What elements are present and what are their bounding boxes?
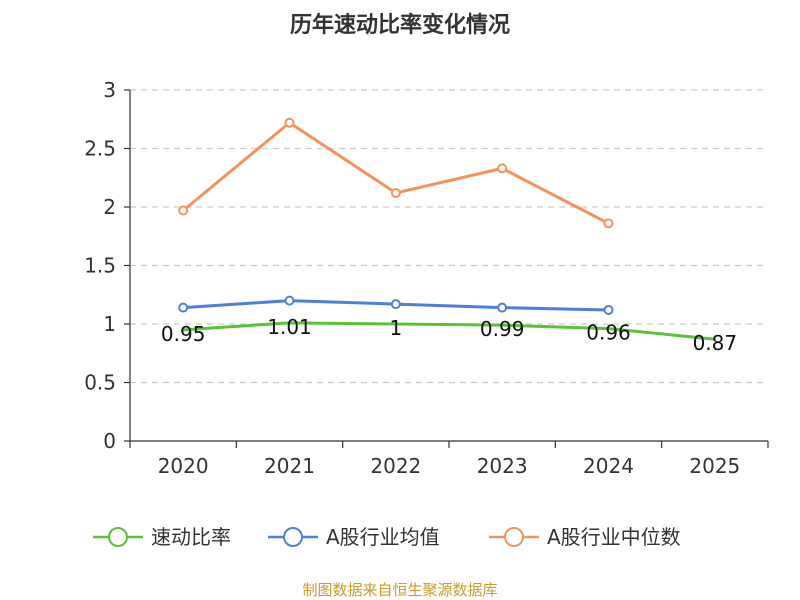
data-labels: 0.95 1.01 1 0.99 0.96 0.87 xyxy=(161,315,737,355)
data-label: 0.87 xyxy=(693,331,738,355)
data-point[interactable] xyxy=(603,218,614,229)
series-2 xyxy=(178,117,614,229)
y-tick-label: 3 xyxy=(103,78,116,102)
legend-item[interactable]: 速动比率 xyxy=(93,525,231,549)
y-tick-label: 0.5 xyxy=(84,371,116,395)
legend-label: A股行业均值 xyxy=(326,525,440,549)
data-point[interactable] xyxy=(497,302,508,313)
data-label: 1.01 xyxy=(267,315,312,339)
y-tick-label: 1 xyxy=(103,312,116,336)
x-tick-label: 2024 xyxy=(583,454,634,478)
legend-marker xyxy=(504,527,524,547)
data-point[interactable] xyxy=(603,304,614,315)
data-point[interactable] xyxy=(178,302,189,313)
x-tick-label: 2021 xyxy=(264,454,315,478)
y-tick-label: 0 xyxy=(103,429,116,453)
data-point[interactable] xyxy=(178,205,189,216)
series-1 xyxy=(178,295,614,315)
data-label: 0.95 xyxy=(161,322,206,346)
data-label: 1 xyxy=(389,316,402,340)
data-label: 0.96 xyxy=(586,321,631,345)
data-point[interactable] xyxy=(497,163,508,174)
chart-title: 历年速动比率变化情况 xyxy=(290,12,510,38)
axes: 0 0.5 1 1.5 2 2.5 3 2020 2021 2022 2023 2024 2025 xyxy=(84,78,769,478)
legend-label: A股行业中位数 xyxy=(547,525,681,549)
series-0 xyxy=(183,321,715,341)
legend-marker xyxy=(283,527,303,547)
x-tick-label: 2023 xyxy=(477,454,528,478)
y-tick-label: 2.5 xyxy=(84,137,116,161)
data-point[interactable] xyxy=(390,187,401,198)
y-tick-label: 2 xyxy=(103,195,116,219)
x-tick-label: 2020 xyxy=(158,454,209,478)
data-label: 0.99 xyxy=(480,317,525,341)
series-line xyxy=(183,321,715,341)
y-tick-label: 1.5 xyxy=(84,254,116,278)
legend-item[interactable]: A股行业均值 xyxy=(268,525,440,549)
data-point[interactable] xyxy=(284,295,295,306)
legend-label: 速动比率 xyxy=(151,525,231,549)
legend[interactable]: 速动比率 A股行业均值 A股行业中位数 xyxy=(93,525,681,549)
legend-marker xyxy=(108,527,128,547)
data-point[interactable] xyxy=(390,299,401,310)
data-point[interactable] xyxy=(284,117,295,128)
x-tick-label: 2022 xyxy=(370,454,421,478)
series-group xyxy=(178,117,715,341)
grid xyxy=(130,89,768,384)
series-line xyxy=(182,121,610,225)
legend-item[interactable]: A股行业中位数 xyxy=(489,525,681,549)
x-tick-label: 2025 xyxy=(689,454,740,478)
source-note: 制图数据来自恒生聚源数据库 xyxy=(302,581,497,599)
